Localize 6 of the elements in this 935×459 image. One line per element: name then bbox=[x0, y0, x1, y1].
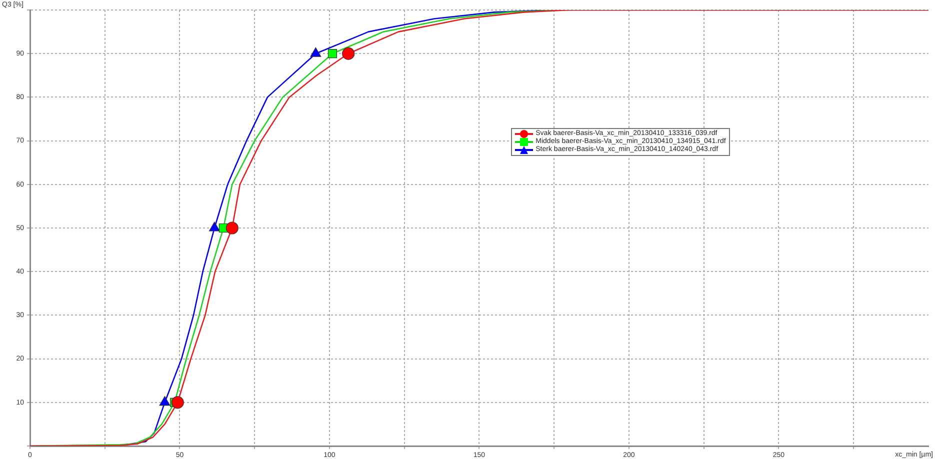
point bbox=[159, 396, 170, 406]
point bbox=[342, 47, 355, 60]
point bbox=[226, 222, 238, 234]
point bbox=[171, 396, 184, 409]
point bbox=[328, 49, 338, 58]
point bbox=[208, 222, 220, 232]
